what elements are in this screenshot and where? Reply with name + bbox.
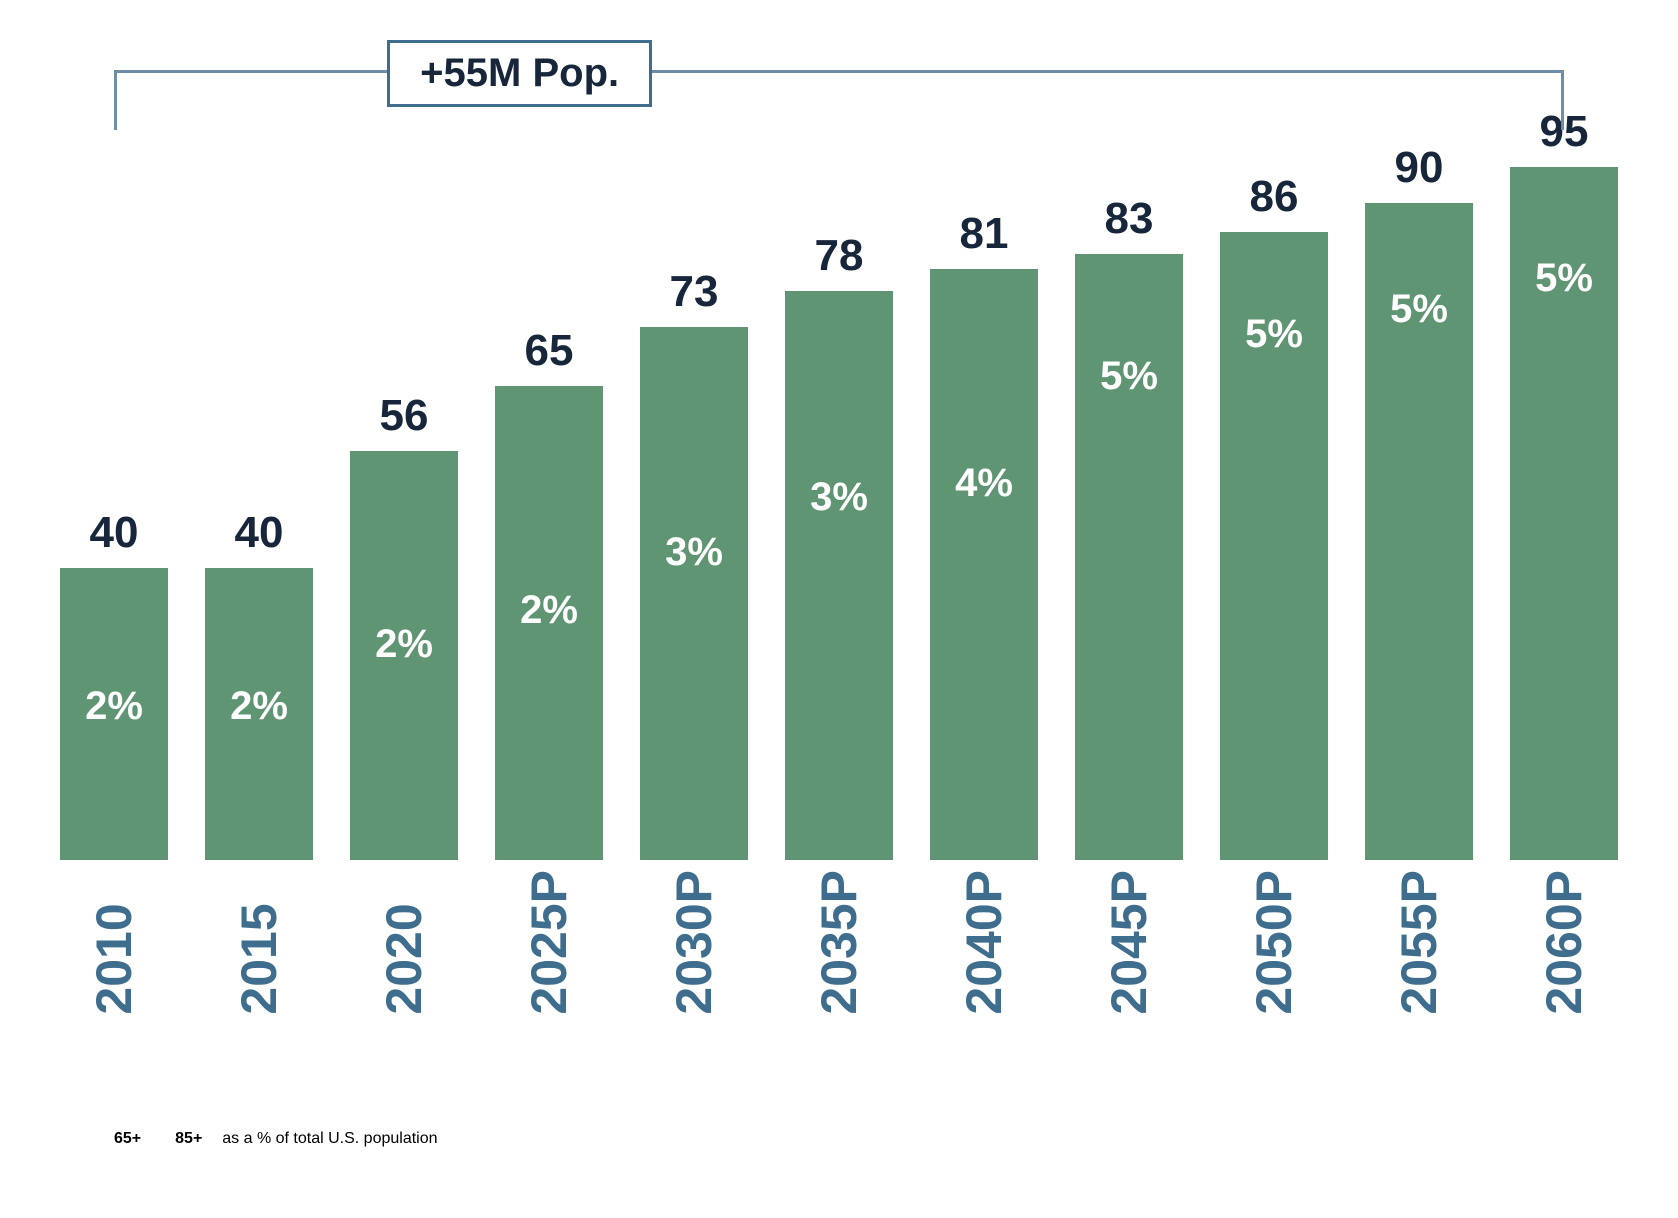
bar-pct-label: 2% xyxy=(230,684,288,729)
bar-pct-label: 5% xyxy=(1535,256,1593,301)
x-tick: 2050P xyxy=(1220,870,1328,1015)
x-tick: 2055P xyxy=(1365,870,1473,1015)
bar-value-label: 83 xyxy=(1105,194,1154,244)
bar-pct-label: 5% xyxy=(1390,287,1448,332)
bar-slot: 56 2% xyxy=(350,130,458,860)
bar-pct-label: 2% xyxy=(520,588,578,633)
bar-slot: 81 4% xyxy=(930,130,1038,860)
x-tick: 2045P xyxy=(1075,870,1183,1015)
x-label: 2055P xyxy=(1390,870,1448,1015)
bar: 955% xyxy=(1510,167,1618,861)
bar-value-label: 78 xyxy=(815,231,864,281)
bar: 402% xyxy=(60,568,168,860)
x-tick: 2010 xyxy=(60,870,168,1015)
x-tick: 2015 xyxy=(205,870,313,1015)
legend-item-line: 85+ xyxy=(161,1130,202,1148)
bar-pct-label: 2% xyxy=(85,684,143,729)
bar: 402% xyxy=(205,568,313,860)
bar: 562% xyxy=(350,451,458,860)
bar-slot: 955% xyxy=(1510,130,1618,860)
x-label: 2045P xyxy=(1100,870,1158,1015)
bar-value-label: 81 xyxy=(960,209,1009,259)
x-tick: 2040P xyxy=(930,870,1038,1015)
population-chart: +55M Pop. 40 2% 40 2% 56 2% 65 2% 73 3% 78 3% 81 4% 83… xyxy=(60,40,1618,1180)
legend-note: as a % of total U.S. population xyxy=(222,1130,437,1148)
bar-value-label: 73 xyxy=(670,267,719,317)
x-label: 2010 xyxy=(85,870,143,1015)
bar: 905% xyxy=(1365,203,1473,860)
legend-item-bar: 65+ xyxy=(100,1130,141,1148)
x-label: 2040P xyxy=(955,870,1013,1015)
plot-area: 40 2% 40 2% 56 2% 65 2% 73 3% 78 3% 81 4% 83 5% 86 5% 90 5%… xyxy=(60,130,1618,860)
bar: 652% xyxy=(495,386,603,861)
x-label: 2020 xyxy=(375,870,433,1015)
bar-slot: 40 2% xyxy=(205,130,313,860)
bar-pct-label: 3% xyxy=(810,475,868,520)
bar-pct-label: 3% xyxy=(665,530,723,575)
bar-pct-label: 5% xyxy=(1245,312,1303,357)
x-tick: 2030P xyxy=(640,870,748,1015)
x-tick: 2025P xyxy=(495,870,603,1015)
bar-value-label: 40 xyxy=(235,508,284,558)
x-label: 2050P xyxy=(1245,870,1303,1015)
x-label: 2030P xyxy=(665,870,723,1015)
bar-pct-label: 2% xyxy=(375,622,433,667)
bar-slot: 40 2% xyxy=(60,130,168,860)
bar-pct-label: 4% xyxy=(955,461,1013,506)
x-axis: 2010 2015 2020 2025P 2030P 2035P 2040P 2045P 205… xyxy=(60,870,1618,1015)
bars-container: 40 2% 40 2% 56 2% 65 2% 73 3% 78 3% 81 4% 83 5% 86 5% 90 5%… xyxy=(60,130,1618,860)
x-label: 2025P xyxy=(520,870,578,1015)
legend-label-line: 85+ xyxy=(175,1130,202,1148)
bar-slot: 83 5% xyxy=(1075,130,1183,860)
bar-slot: 86 5% xyxy=(1220,130,1328,860)
bar-slot: 73 3% xyxy=(640,130,748,860)
callout-box: +55M Pop. xyxy=(387,40,652,107)
callout-label: +55M Pop. xyxy=(420,51,619,95)
bar-slot: 65 2% xyxy=(495,130,603,860)
bar: 814% xyxy=(930,269,1038,860)
x-tick: 2035P xyxy=(785,870,893,1015)
bar-value-label: 56 xyxy=(380,391,429,441)
bar-value-label: 86 xyxy=(1250,172,1299,222)
legend: 65+ 85+ as a % of total U.S. population xyxy=(100,1130,438,1148)
bar-value-label: 90 xyxy=(1395,143,1444,193)
x-tick: 2060P xyxy=(1510,870,1618,1015)
callout-bracket xyxy=(114,70,1564,130)
x-label: 2015 xyxy=(230,870,288,1015)
bar: 783% xyxy=(785,291,893,860)
bar: 733% xyxy=(640,327,748,860)
bar-slot: 78 3% xyxy=(785,130,893,860)
bar-pct-label: 5% xyxy=(1100,354,1158,399)
bar-value-label: 65 xyxy=(525,326,574,376)
x-label: 2060P xyxy=(1535,870,1593,1015)
x-tick: 2020 xyxy=(350,870,458,1015)
bar: 835% xyxy=(1075,254,1183,860)
legend-label-bar: 65+ xyxy=(114,1130,141,1148)
bar-slot: 90 5% xyxy=(1365,130,1473,860)
bar-value-label: 40 xyxy=(90,508,139,558)
bar: 865% xyxy=(1220,232,1328,860)
x-label: 2035P xyxy=(810,870,868,1015)
